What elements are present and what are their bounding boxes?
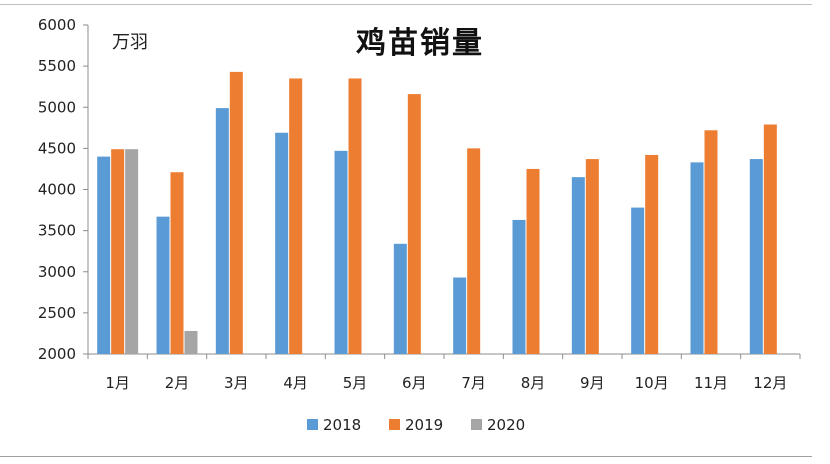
axes [83, 24, 801, 359]
y-tick-label: 4500 [38, 139, 76, 157]
bar-2018-2 [156, 216, 170, 354]
x-tick-label: 2月 [165, 374, 190, 392]
x-tick-label: 3月 [224, 374, 249, 392]
y-tick-label: 2500 [38, 304, 76, 322]
x-tick-label: 12月 [753, 374, 787, 392]
x-tick-labels: 1月 2月 3月 4月 5月 6月 7月 8月 9月 10月 11月 12月 [105, 374, 787, 392]
legend-swatch-2019 [389, 419, 400, 430]
bar-2019-4 [289, 78, 303, 355]
bar-2020-1 [125, 149, 139, 354]
legend-swatch-2020 [471, 419, 482, 430]
unit-label: 万羽 [112, 32, 148, 53]
bar-2018-12 [749, 159, 763, 354]
legend-label-2020: 2020 [487, 416, 525, 434]
legend-swatch-2018 [307, 419, 318, 430]
bars [97, 71, 777, 355]
y-tick-label: 5000 [38, 98, 76, 116]
y-tick-label: 4000 [38, 181, 76, 199]
x-tick-label: 1月 [105, 374, 130, 392]
bar-2018-6 [393, 243, 407, 354]
x-tick-label: 11月 [694, 374, 728, 392]
y-tick-label: 5500 [38, 57, 76, 75]
y-tick-label: 2000 [38, 345, 76, 363]
x-tick-label: 5月 [343, 374, 368, 392]
bar-2019-1 [111, 149, 125, 354]
bar-2018-1 [97, 156, 111, 354]
y-tick-labels: 2000 2500 3000 3500 4000 4500 5000 5500 6000 [38, 16, 76, 363]
x-tick-label: 4月 [283, 374, 308, 392]
bar-2020-2 [184, 330, 198, 354]
bar-2018-11 [690, 162, 704, 354]
bar-2019-8 [526, 168, 540, 354]
bar-2019-12 [763, 124, 777, 355]
bar-2018-4 [275, 132, 289, 354]
y-tick-label: 3000 [38, 263, 76, 281]
legend-label-2019: 2019 [405, 416, 443, 434]
top-border [0, 4, 812, 5]
bottom-border [0, 456, 812, 457]
chart-title: 鸡苗销量 [356, 26, 484, 61]
bar-2018-7 [453, 277, 467, 354]
bar-2019-7 [467, 148, 481, 354]
y-tick-label: 3500 [38, 222, 76, 240]
bar-2018-9 [571, 177, 585, 354]
x-tick-label: 8月 [521, 374, 546, 392]
x-tick-label: 6月 [402, 374, 427, 392]
bar-2019-2 [170, 172, 184, 354]
x-tick-label: 9月 [580, 374, 605, 392]
bar-2019-9 [585, 159, 599, 354]
bar-2019-10 [645, 154, 659, 354]
bar-2019-5 [348, 78, 362, 355]
bar-2019-11 [704, 130, 718, 354]
x-tick-label: 10月 [635, 374, 669, 392]
bar-2018-3 [215, 108, 229, 354]
bar-2018-8 [512, 219, 526, 354]
legend-label-2018: 2018 [323, 416, 361, 434]
legend: 2018 2019 2020 [307, 416, 525, 434]
x-tick-label: 7月 [461, 374, 486, 392]
bar-2019-3 [229, 71, 243, 354]
bar-2018-5 [334, 150, 348, 354]
bar-2019-6 [407, 94, 421, 354]
bar-2018-10 [631, 207, 645, 354]
y-tick-label: 6000 [38, 16, 76, 34]
